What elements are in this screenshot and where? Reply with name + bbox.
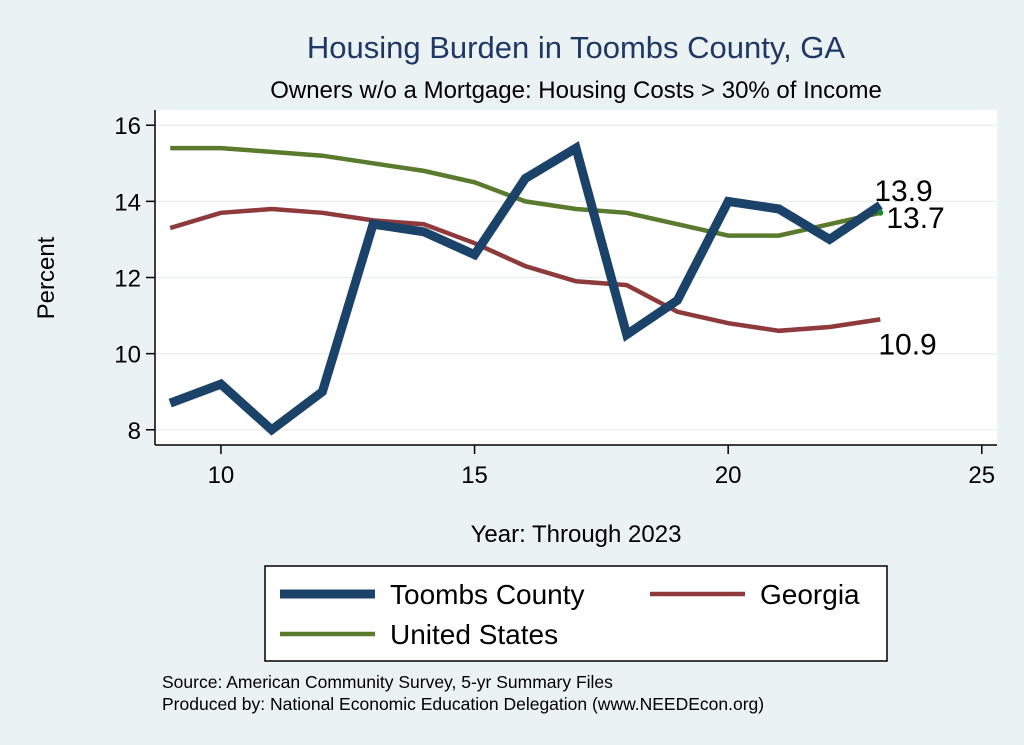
producer-note: Produced by: National Economic Education… — [162, 694, 764, 714]
series-line-united-states — [170, 145, 881, 238]
gridlines — [155, 124, 997, 431]
x-tick-label: 15 — [461, 462, 488, 489]
x-tick-label: 20 — [715, 462, 742, 489]
end-labels: 13.9 10.9 13.7 — [874, 175, 944, 361]
series-lines — [168, 141, 884, 436]
legend: Toombs County Georgia United States — [264, 565, 888, 662]
legend-box — [264, 565, 888, 662]
end-label-toombs-county: 13.9 — [874, 175, 932, 208]
series-line-georgia — [169, 206, 881, 334]
axes: 8 10 12 14 16 10 15 20 25 — [114, 110, 997, 489]
x-axis-title: Year: Through 2023 — [471, 521, 682, 548]
us-end-marker — [877, 209, 884, 216]
source-note: Source: American Community Survey, 5-yr … — [162, 672, 613, 692]
legend-label-united-states: United States — [390, 619, 558, 650]
chart-subtitle: Owners w/o a Mortgage: Housing Costs > 3… — [270, 77, 882, 104]
end-label-georgia: 10.9 — [878, 328, 936, 361]
legend-label-toombs-county: Toombs County — [390, 579, 585, 610]
legend-label-georgia: Georgia — [760, 579, 860, 610]
y-axis-title: Percent — [33, 236, 60, 319]
end-label-united-states: 13.7 — [886, 202, 944, 235]
y-tick-label: 12 — [114, 266, 141, 293]
y-tick-label: 10 — [114, 342, 141, 369]
x-tick-label: 25 — [968, 462, 995, 489]
x-tick-label: 10 — [208, 462, 235, 489]
y-tick-label: 14 — [114, 189, 141, 216]
y-tick-label: 8 — [128, 418, 141, 445]
series-line-toombs-county — [168, 141, 883, 436]
y-tick-label: 16 — [114, 113, 141, 140]
chart-title: Housing Burden in Toombs County, GA — [307, 30, 846, 65]
